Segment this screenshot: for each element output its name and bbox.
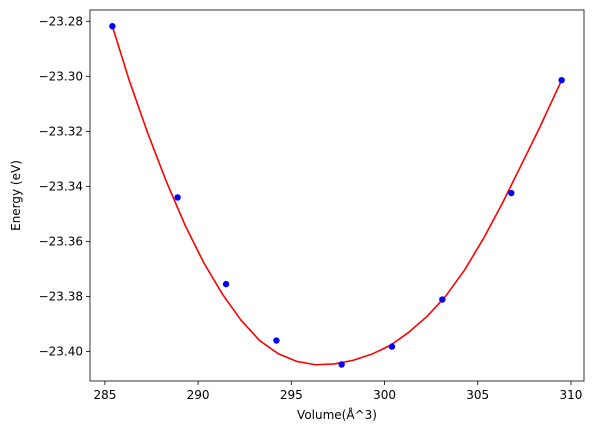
fit-curve-line xyxy=(111,25,563,366)
y-tick-label: −23.32 xyxy=(39,124,83,138)
x-tick-label: 305 xyxy=(466,388,489,402)
y-tick-label: −23.40 xyxy=(39,345,83,359)
x-axis-ticks: 285 290 295 300 305 310 xyxy=(93,381,582,402)
x-tick-label: 300 xyxy=(373,388,396,402)
plot-frame xyxy=(89,9,585,382)
data-point xyxy=(508,189,515,197)
x-tick-label: 310 xyxy=(559,388,582,402)
data-point xyxy=(109,23,116,30)
data-point xyxy=(388,343,396,350)
x-tick-label: 295 xyxy=(280,388,303,402)
y-tick-label: −23.28 xyxy=(39,14,83,28)
data-point xyxy=(338,361,345,368)
y-tick-label: −23.30 xyxy=(39,69,83,83)
y-axis-label: Energy (eV) xyxy=(9,160,23,231)
y-axis-ticks: −23.28 −23.30 −23.32 −23.34 −23.36 −23.38 −23.… xyxy=(39,14,90,359)
y-tick-label: −23.38 xyxy=(39,290,83,304)
data-point xyxy=(439,296,446,303)
plot-layer xyxy=(109,23,565,368)
x-tick-label: 285 xyxy=(93,388,116,402)
data-point xyxy=(222,280,230,288)
y-tick-label: −23.34 xyxy=(39,179,83,193)
data-point xyxy=(174,194,181,201)
data-point xyxy=(273,337,280,344)
y-tick-label: −23.36 xyxy=(39,234,83,248)
data-point xyxy=(558,76,565,84)
x-tick-label: 290 xyxy=(187,388,210,402)
x-axis-label: Volume(Å^3) xyxy=(297,407,377,422)
